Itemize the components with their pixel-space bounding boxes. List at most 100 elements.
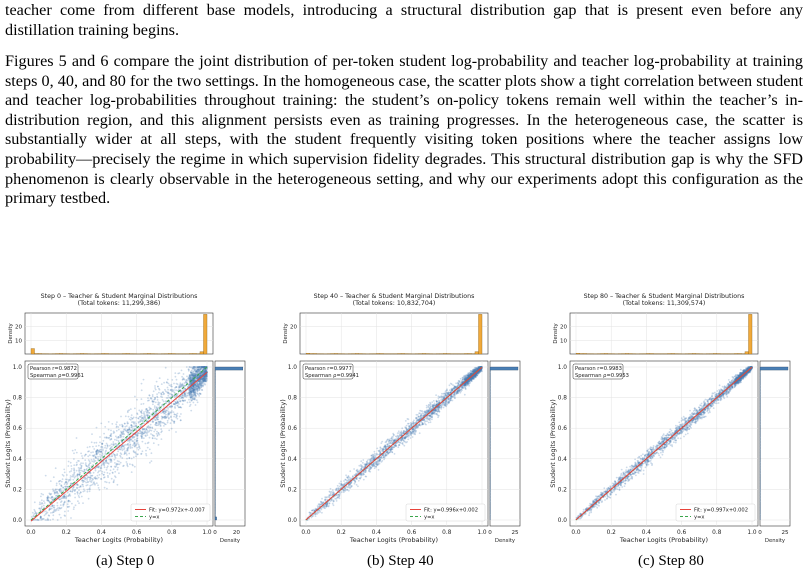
scatter-point xyxy=(138,445,141,448)
scatter-point xyxy=(189,390,191,392)
scatter-point xyxy=(191,380,194,382)
scatter-point xyxy=(192,397,195,400)
scatter-point xyxy=(411,436,414,438)
scatter-point xyxy=(78,474,81,477)
scatter-point xyxy=(175,386,178,388)
scatter-point xyxy=(143,418,146,421)
scatter-point xyxy=(117,463,119,466)
scatter-point xyxy=(419,416,422,419)
scatter-point xyxy=(116,444,118,447)
scatter-point xyxy=(199,368,202,370)
scatter-point xyxy=(42,493,44,496)
scatter-point xyxy=(85,481,87,484)
scatter-point xyxy=(201,377,204,380)
scatter-point xyxy=(96,474,99,477)
scatter-point xyxy=(192,388,195,391)
scatter-point xyxy=(82,481,84,484)
scatter-point xyxy=(181,393,184,396)
scatter-point xyxy=(90,451,92,454)
scatter-point xyxy=(177,372,180,375)
scatter-point xyxy=(196,383,199,385)
scatter-point xyxy=(43,500,45,502)
top-hist-bar xyxy=(334,353,338,355)
scatter-point xyxy=(329,500,332,502)
scatter-point xyxy=(205,370,208,373)
chart-subtitle: (Total tokens: 11,299,386) xyxy=(78,300,161,307)
scatter-point xyxy=(153,407,156,409)
scatter-point xyxy=(141,450,144,453)
scatter-point xyxy=(474,375,476,378)
scatter-point xyxy=(203,375,206,378)
scatter-point xyxy=(171,390,173,393)
x-tick-label: 0.8 xyxy=(167,530,177,536)
scatter-point xyxy=(160,392,163,395)
scatter-point xyxy=(403,437,405,439)
scatter-point xyxy=(191,367,194,370)
scatter-point xyxy=(192,374,195,377)
scatter-point xyxy=(473,367,476,369)
scatter-point xyxy=(378,450,381,452)
scatter-point xyxy=(197,387,199,390)
scatter-point xyxy=(146,446,149,449)
scatter-point xyxy=(429,404,432,406)
scatter-point xyxy=(180,395,183,397)
scatter-point xyxy=(124,425,127,428)
scatter-point xyxy=(170,394,173,396)
scatter-point xyxy=(128,426,131,429)
scatter-point xyxy=(85,468,88,470)
scatter-point xyxy=(174,400,177,403)
scatter-point xyxy=(63,497,65,499)
scatter-point xyxy=(198,367,200,369)
scatter-point xyxy=(94,456,97,459)
scatter-point xyxy=(453,386,456,389)
scatter-point xyxy=(134,395,136,398)
scatter-point xyxy=(372,463,375,466)
scatter-point xyxy=(119,434,122,436)
scatter-point xyxy=(61,497,64,499)
scatter-point xyxy=(160,412,163,414)
scatter-point xyxy=(135,455,137,458)
scatter-point xyxy=(147,415,149,418)
scatter-point xyxy=(156,434,159,436)
scatter-point xyxy=(360,468,363,471)
scatter-point xyxy=(39,516,42,519)
scatter-point xyxy=(163,416,165,418)
scatter-point xyxy=(417,416,420,418)
scatter-point xyxy=(193,388,196,391)
scatter-point xyxy=(200,367,203,370)
scatter-point xyxy=(348,484,350,486)
scatter-point xyxy=(192,374,194,376)
scatter-point xyxy=(193,389,195,392)
scatter-point xyxy=(86,446,89,449)
scatter-point xyxy=(196,366,199,368)
scatter-point xyxy=(155,417,158,420)
scatter-point xyxy=(390,448,393,451)
scatter-point xyxy=(143,416,146,419)
scatter-point xyxy=(136,434,138,437)
scatter-point xyxy=(193,374,195,377)
scatter-point xyxy=(346,488,349,491)
scatter-point xyxy=(167,412,170,415)
scatter-point xyxy=(323,505,325,508)
scatter-point xyxy=(115,423,118,426)
scatter-point xyxy=(155,421,158,424)
scatter-point xyxy=(442,404,444,406)
scatter-point xyxy=(196,388,198,391)
scatter-point xyxy=(158,420,160,423)
scatter-point xyxy=(153,405,156,408)
scatter-point xyxy=(480,368,483,371)
scatter-point xyxy=(477,366,480,369)
scatter-point xyxy=(368,467,371,470)
scatter-point xyxy=(187,392,190,395)
scatter-point xyxy=(83,490,86,492)
scatter-point xyxy=(46,511,49,514)
scatter-point xyxy=(122,430,125,433)
scatter-point xyxy=(190,389,193,391)
scatter-point xyxy=(449,391,452,394)
scatter-point xyxy=(199,372,201,375)
scatter-point xyxy=(437,409,440,411)
scatter-point xyxy=(60,480,63,483)
scatter-point xyxy=(140,433,143,436)
scatter-point xyxy=(202,366,205,368)
scatter-point xyxy=(32,514,35,517)
